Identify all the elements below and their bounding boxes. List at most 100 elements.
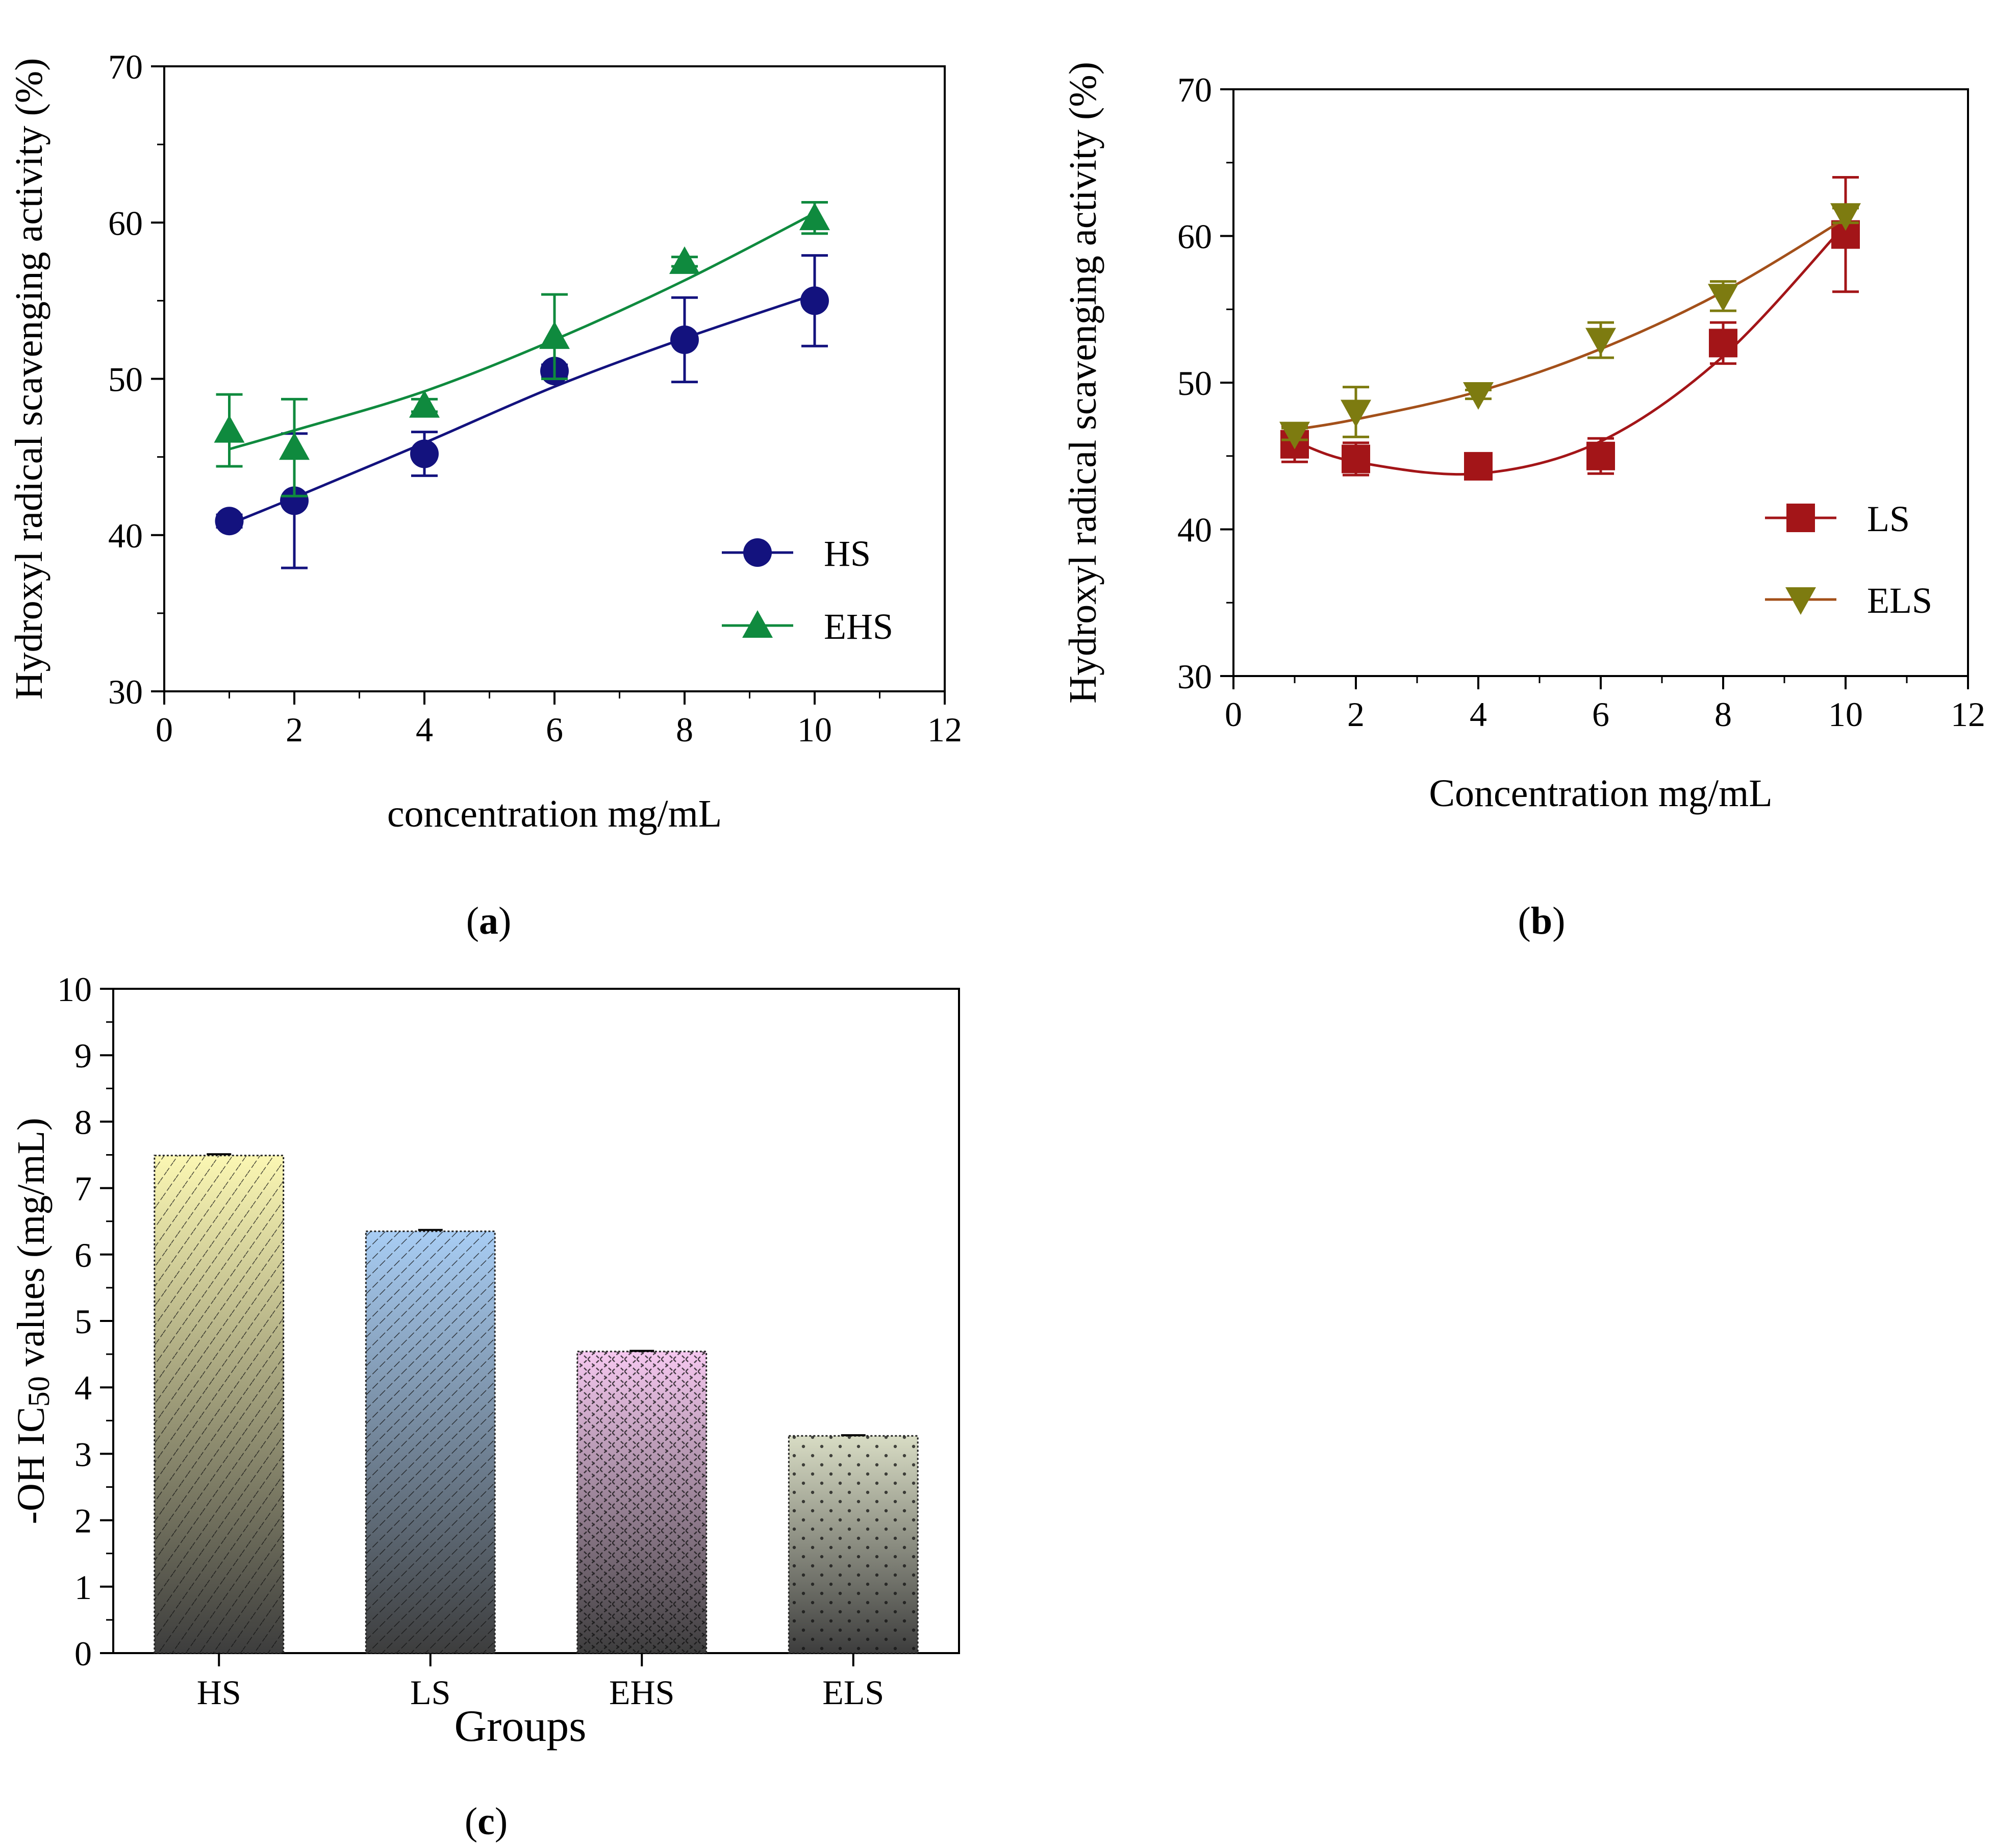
point-ls xyxy=(1342,444,1370,473)
bar-pattern xyxy=(577,1351,707,1653)
legend-marker xyxy=(1786,504,1815,532)
bar-ls xyxy=(365,1229,496,1654)
legend-entry-ehs: EHS xyxy=(722,606,893,647)
fit-line-els xyxy=(1294,217,1847,431)
point-ehs xyxy=(214,415,245,443)
x-tick-label: 12 xyxy=(1951,695,1985,734)
y-tick-label: 40 xyxy=(1177,511,1212,550)
point-els xyxy=(1830,203,1861,231)
y-tick-label: 70 xyxy=(108,47,143,86)
y-tick-label: 60 xyxy=(1177,217,1212,256)
x-tick-label: 2 xyxy=(1347,695,1365,734)
y-tick-label: 30 xyxy=(108,672,143,711)
category-label: EHS xyxy=(609,1673,674,1712)
x-axis-label: Groups xyxy=(454,1702,586,1751)
y-tick-label: 5 xyxy=(74,1302,92,1341)
y-tick-label: 10 xyxy=(57,970,92,1009)
legend-marker xyxy=(743,538,772,567)
point-hs xyxy=(280,486,309,515)
x-tick-label: 6 xyxy=(546,710,563,749)
point-els xyxy=(1463,382,1494,410)
category-label: LS xyxy=(410,1673,450,1712)
x-axis-label: concentration mg/mL xyxy=(387,792,722,835)
y-tick-label: 70 xyxy=(1177,70,1212,109)
legend-label: EHS xyxy=(824,606,893,647)
panel-a: 0 2 4 6 8 10 12 30 40 50 60 70 concentration mg/mL Hy… xyxy=(8,47,962,835)
legend-marker xyxy=(1785,587,1816,615)
category-label: ELS xyxy=(822,1673,884,1712)
y-axis-label: Hydroxyl radical scavenging activity (%) xyxy=(1062,62,1104,704)
point-els xyxy=(1585,328,1616,356)
legend-label: LS xyxy=(1867,498,1910,539)
point-ehs xyxy=(539,321,570,349)
y-tick-label: 50 xyxy=(1177,364,1212,403)
y-tick-label: 1 xyxy=(74,1568,92,1607)
point-hs xyxy=(410,439,439,468)
panel-a-label: (a) xyxy=(466,900,512,942)
series-ls xyxy=(1280,176,1860,481)
y-tick-label: 4 xyxy=(74,1368,92,1407)
x-axis-label: Concentration mg/mL xyxy=(1429,772,1772,815)
y-tick-label: 7 xyxy=(74,1169,92,1208)
panel-b: 0 2 4 6 8 10 12 30 40 50 60 70 Concentration mg/mL Hy… xyxy=(1062,62,1985,815)
x-tick-label: 8 xyxy=(1714,695,1732,734)
point-ehs xyxy=(799,203,830,231)
bar-hs xyxy=(154,1153,285,1654)
bar-pattern xyxy=(789,1436,918,1653)
legend-label: HS xyxy=(824,533,871,574)
y-tick-label: 3 xyxy=(74,1435,92,1474)
legend-label: ELS xyxy=(1867,580,1932,621)
y-tick-label: 6 xyxy=(74,1236,92,1275)
point-ls xyxy=(1586,441,1615,470)
bar-ehs xyxy=(576,1350,708,1654)
bar-pattern xyxy=(366,1231,495,1653)
y-axis-label: -OH IC50 values (mg/mL) xyxy=(10,1118,56,1525)
y-tick-label: 40 xyxy=(108,516,143,555)
point-ehs xyxy=(669,246,700,274)
x-tick-label: 0 xyxy=(1225,695,1242,734)
panel-c-label: (c) xyxy=(465,1800,508,1843)
x-tick-label: 10 xyxy=(1828,695,1863,734)
point-els xyxy=(1279,421,1310,449)
y-tick-label: 30 xyxy=(1177,657,1212,696)
bar-outline xyxy=(365,1230,496,1654)
y-axis-label: Hydroxyl radical scavenging activity (%) xyxy=(8,58,51,700)
y-tick-label: 0 xyxy=(74,1634,92,1673)
point-hs xyxy=(670,325,699,354)
series-hs xyxy=(215,254,829,569)
fit-line-hs xyxy=(229,293,815,526)
legend-entry-els: ELS xyxy=(1765,580,1932,621)
x-tick-label: 12 xyxy=(927,710,962,749)
point-ls xyxy=(1464,452,1493,481)
point-els xyxy=(1708,284,1738,312)
x-tick-label: 2 xyxy=(286,710,303,749)
y-tick-label: 8 xyxy=(74,1103,92,1141)
point-hs xyxy=(215,507,244,536)
fit-line-ls xyxy=(1294,223,1847,476)
series-ehs xyxy=(214,201,830,497)
bar-pattern xyxy=(154,1155,284,1653)
x-tick-label: 4 xyxy=(1470,695,1487,734)
category-label: HS xyxy=(197,1673,241,1712)
x-tick-label: 10 xyxy=(797,710,832,749)
bar-els xyxy=(788,1434,919,1654)
x-tick-label: 4 xyxy=(416,710,433,749)
legend-marker xyxy=(742,610,773,638)
point-hs xyxy=(800,286,829,315)
panel-b-label: (b) xyxy=(1518,900,1566,942)
y-tick-label: 50 xyxy=(108,360,143,399)
bar-outline xyxy=(788,1435,919,1654)
y-tick-label: 60 xyxy=(108,204,143,242)
series-els xyxy=(1279,203,1861,449)
y-tick-label: 9 xyxy=(74,1036,92,1075)
x-tick-label: 8 xyxy=(676,710,693,749)
x-tick-label: 0 xyxy=(156,710,173,749)
fit-line-ehs xyxy=(229,212,816,451)
legend-entry-hs: HS xyxy=(722,533,871,574)
point-ehs xyxy=(409,390,440,418)
panel-c: 0 1 2 3 4 5 6 7 8 9 10 HS LS EHS ELS Groups -OH IC50 val… xyxy=(10,970,960,1751)
y-tick-label: 2 xyxy=(74,1502,92,1540)
point-ls xyxy=(1709,329,1737,358)
legend-entry-ls: LS xyxy=(1765,498,1910,539)
